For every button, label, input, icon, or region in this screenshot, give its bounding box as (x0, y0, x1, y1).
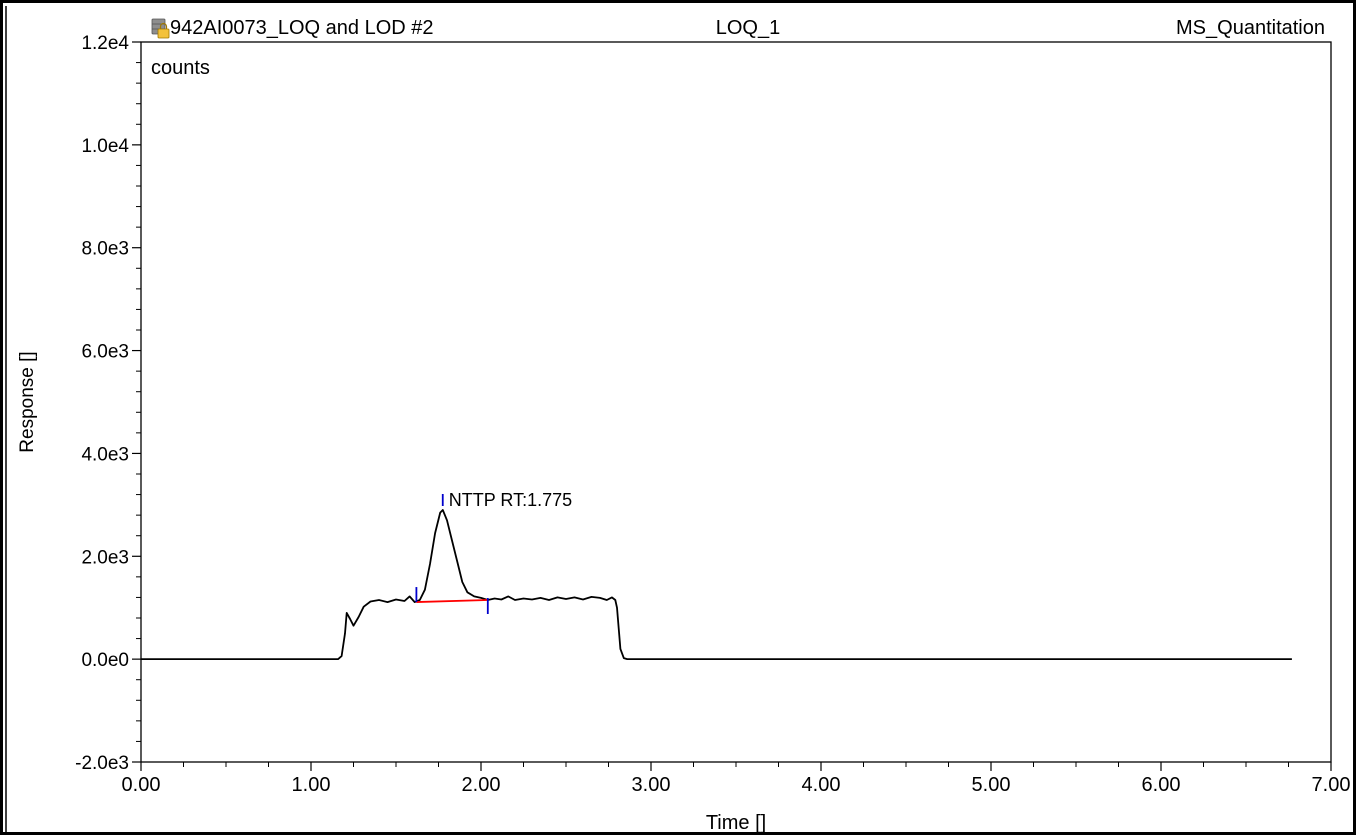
y-tick-label: 2.0e3 (81, 547, 129, 568)
y-tick-label: 0.0e0 (81, 650, 129, 671)
chromatogram-trace (141, 509, 1292, 660)
x-tick-label: 0.00 (122, 774, 161, 796)
sample-name: 942AI0073_LOQ and LOD #2 (170, 17, 434, 39)
header-bar: 942AI0073_LOQ and LOD #2 LOQ_1 MS_Quanti… (151, 17, 1325, 39)
x-tick-label: 1.00 (292, 774, 331, 796)
y-tick-label: -2.0e3 (75, 753, 129, 774)
y-axis: -2.0e3 0.0e0 2.0e3 4.0e3 6.0e3 8.0e3 1.0e4 1.2e… (75, 33, 141, 774)
x-tick-label: 7.00 (1312, 774, 1351, 796)
plot-area[interactable] (140, 41, 1332, 763)
y-tick-label: 8.0e3 (81, 239, 129, 260)
x-axis: 0.00 1.00 2.00 3.00 4.00 5.00 6.00 7.00 (122, 762, 1351, 796)
injection-name: LOQ_1 (716, 17, 780, 39)
y-axis-label: Response [] (17, 351, 38, 452)
units-label: counts (151, 57, 210, 79)
x-tick-label: 4.00 (802, 774, 841, 796)
locked-database-icon (151, 18, 170, 39)
peak-label: NTTP RT:1.775 (449, 490, 572, 510)
series-layer (141, 509, 1292, 660)
x-tick-label: 3.00 (632, 774, 671, 796)
y-tick-label: 1.0e4 (81, 136, 129, 157)
y-tick-label: 1.2e4 (81, 33, 129, 54)
x-tick-label: 6.00 (1142, 774, 1181, 796)
integration-baseline (416, 599, 488, 603)
y-tick-label: 4.0e3 (81, 444, 129, 465)
x-axis-label: Time [] (706, 812, 766, 834)
annotation-layer: NTTP RT:1.775 (415, 490, 572, 614)
x-tick-label: 2.00 (462, 774, 501, 796)
method-name: MS_Quantitation (1176, 17, 1325, 39)
x-tick-label: 5.00 (972, 774, 1011, 796)
y-tick-label: 6.0e3 (81, 342, 129, 363)
